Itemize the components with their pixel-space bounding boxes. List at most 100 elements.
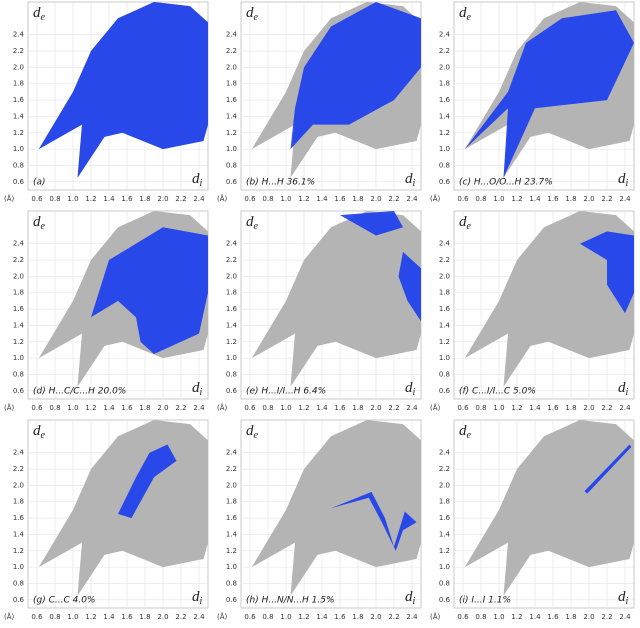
y-tick-label: 0.8 bbox=[226, 161, 237, 169]
y-tick-label: 1.8 bbox=[226, 498, 237, 506]
contact-region bbox=[38, 2, 208, 178]
x-tick-label: 1.0 bbox=[280, 195, 291, 203]
x-axis-label-sub: i bbox=[413, 387, 416, 398]
y-axis-label: de bbox=[33, 214, 46, 232]
y-tick-label: 2.0 bbox=[13, 63, 24, 71]
contact-region bbox=[331, 491, 417, 551]
x-tick-label: 0.6 bbox=[244, 195, 256, 203]
x-tick-label: 0.6 bbox=[31, 404, 43, 412]
y-tick-label: 1.0 bbox=[439, 145, 450, 153]
y-axis-label-main: d bbox=[33, 423, 41, 439]
x-tick-label: 0.6 bbox=[31, 195, 43, 203]
y-tick-label: 1.0 bbox=[439, 563, 450, 571]
y-tick-label: 1.6 bbox=[13, 96, 25, 104]
x-axis-label-main: d bbox=[405, 380, 413, 396]
x-axis-label-sub: i bbox=[200, 596, 203, 607]
x-axis-label-sub: i bbox=[626, 178, 629, 189]
x-tick-label: 2.2 bbox=[601, 195, 612, 203]
panel-label: (d) H...C/C...H 20.0% bbox=[33, 387, 126, 397]
x-tick-label: 2.0 bbox=[370, 613, 381, 621]
x-tick-label: 1.2 bbox=[298, 195, 309, 203]
y-axis-label-sub: e bbox=[467, 221, 472, 232]
y-tick-label: 2.4 bbox=[13, 449, 25, 457]
y-tick-label: 2.2 bbox=[439, 47, 450, 55]
contact-region bbox=[290, 2, 421, 150]
panel: 0.6 0.8 1.0 1.2 1.4 1.6 1.8 2.0 2.2 2.4 0.6 0.8 1.0 1… bbox=[430, 419, 635, 621]
y-tick-label: 1.4 bbox=[439, 321, 451, 329]
x-tick-label: 1.4 bbox=[529, 195, 541, 203]
y-tick-label: 2.0 bbox=[439, 63, 450, 71]
x-tick-label: 2.4 bbox=[619, 195, 631, 203]
x-axis-label: di bbox=[618, 380, 629, 398]
y-tick-label: 0.8 bbox=[13, 161, 24, 169]
y-tick-label: 1.0 bbox=[226, 145, 237, 153]
x-tick-label: 1.6 bbox=[547, 613, 559, 621]
axis-unit: (Å) bbox=[430, 403, 441, 412]
y-tick-label: 1.2 bbox=[226, 338, 237, 346]
y-tick-label: 1.6 bbox=[226, 514, 238, 522]
y-tick-label: 1.2 bbox=[226, 547, 237, 555]
y-tick-label: 2.4 bbox=[13, 31, 25, 39]
x-axis-label-main: d bbox=[618, 380, 626, 396]
y-tick-label: 0.8 bbox=[439, 161, 450, 169]
x-tick-label: 2.4 bbox=[193, 195, 205, 203]
x-tick-label: 2.2 bbox=[388, 195, 399, 203]
y-tick-label: 2.0 bbox=[226, 272, 237, 280]
x-tick-label: 2.0 bbox=[370, 404, 381, 412]
x-tick-label: 0.8 bbox=[475, 404, 486, 412]
y-tick-label: 2.2 bbox=[13, 256, 24, 264]
x-tick-label: 1.6 bbox=[121, 195, 133, 203]
x-tick-label: 2.0 bbox=[157, 195, 168, 203]
x-axis-label-main: d bbox=[405, 589, 413, 605]
y-tick-label: 1.0 bbox=[13, 354, 24, 362]
x-tick-label: 1.8 bbox=[352, 613, 363, 621]
x-axis-label-main: d bbox=[618, 589, 626, 605]
x-axis-label: di bbox=[192, 589, 203, 607]
x-tick-label: 1.6 bbox=[334, 195, 346, 203]
y-tick-label: 1.2 bbox=[439, 129, 450, 137]
x-tick-label: 1.4 bbox=[529, 613, 541, 621]
panel-label: (g) C...C 4.0% bbox=[33, 596, 95, 606]
x-tick-label: 1.2 bbox=[85, 404, 96, 412]
x-tick-label: 1.8 bbox=[565, 613, 576, 621]
y-tick-label: 0.6 bbox=[439, 387, 451, 395]
x-tick-label: 0.6 bbox=[244, 404, 256, 412]
panel: 0.6 0.8 1.0 1.2 1.4 1.6 1.8 2.0 2.2 2.4 0.6 0.8 1.0 1… bbox=[217, 210, 422, 412]
y-tick-label: 0.6 bbox=[13, 596, 25, 604]
y-tick-label: 1.0 bbox=[13, 145, 24, 153]
x-tick-label: 2.0 bbox=[157, 404, 168, 412]
x-tick-label: 0.6 bbox=[457, 404, 469, 412]
x-tick-label: 1.0 bbox=[67, 195, 78, 203]
y-tick-label: 1.8 bbox=[226, 80, 237, 88]
y-tick-label: 1.8 bbox=[13, 498, 24, 506]
y-tick-label: 2.0 bbox=[439, 272, 450, 280]
x-tick-label: 1.8 bbox=[352, 195, 363, 203]
y-tick-label: 1.4 bbox=[439, 112, 451, 120]
x-tick-label: 2.4 bbox=[193, 404, 205, 412]
panel: 0.6 0.8 1.0 1.2 1.4 1.6 1.8 2.0 2.2 2.4 0.6 0.8 1.0 1… bbox=[217, 1, 422, 203]
x-tick-label: 1.0 bbox=[67, 404, 78, 412]
y-axis-label-sub: e bbox=[254, 430, 259, 441]
x-tick-label: 1.8 bbox=[565, 195, 576, 203]
y-tick-label: 1.4 bbox=[13, 321, 25, 329]
y-axis-label-sub: e bbox=[41, 221, 46, 232]
x-tick-label: 0.6 bbox=[457, 195, 469, 203]
y-tick-label: 0.6 bbox=[226, 387, 238, 395]
x-tick-label: 1.6 bbox=[121, 613, 133, 621]
x-tick-label: 1.2 bbox=[511, 404, 522, 412]
x-axis-label-main: d bbox=[618, 171, 626, 187]
y-tick-label: 1.4 bbox=[13, 112, 25, 120]
x-tick-label: 0.8 bbox=[475, 195, 486, 203]
y-axis-label-sub: e bbox=[41, 430, 46, 441]
y-axis-label-main: d bbox=[459, 5, 467, 21]
x-tick-label: 1.6 bbox=[334, 404, 346, 412]
panel-label: (b) H...H 36.1% bbox=[246, 178, 315, 188]
y-tick-label: 2.4 bbox=[439, 31, 451, 39]
y-tick-label: 2.4 bbox=[226, 31, 238, 39]
panel-label: (e) H...I/I...H 6.4% bbox=[246, 387, 326, 397]
axis-unit: (Å) bbox=[430, 612, 441, 621]
x-tick-label: 0.6 bbox=[457, 613, 469, 621]
x-tick-label: 2.2 bbox=[175, 613, 186, 621]
x-tick-label: 2.0 bbox=[370, 195, 381, 203]
y-tick-label: 0.8 bbox=[439, 370, 450, 378]
